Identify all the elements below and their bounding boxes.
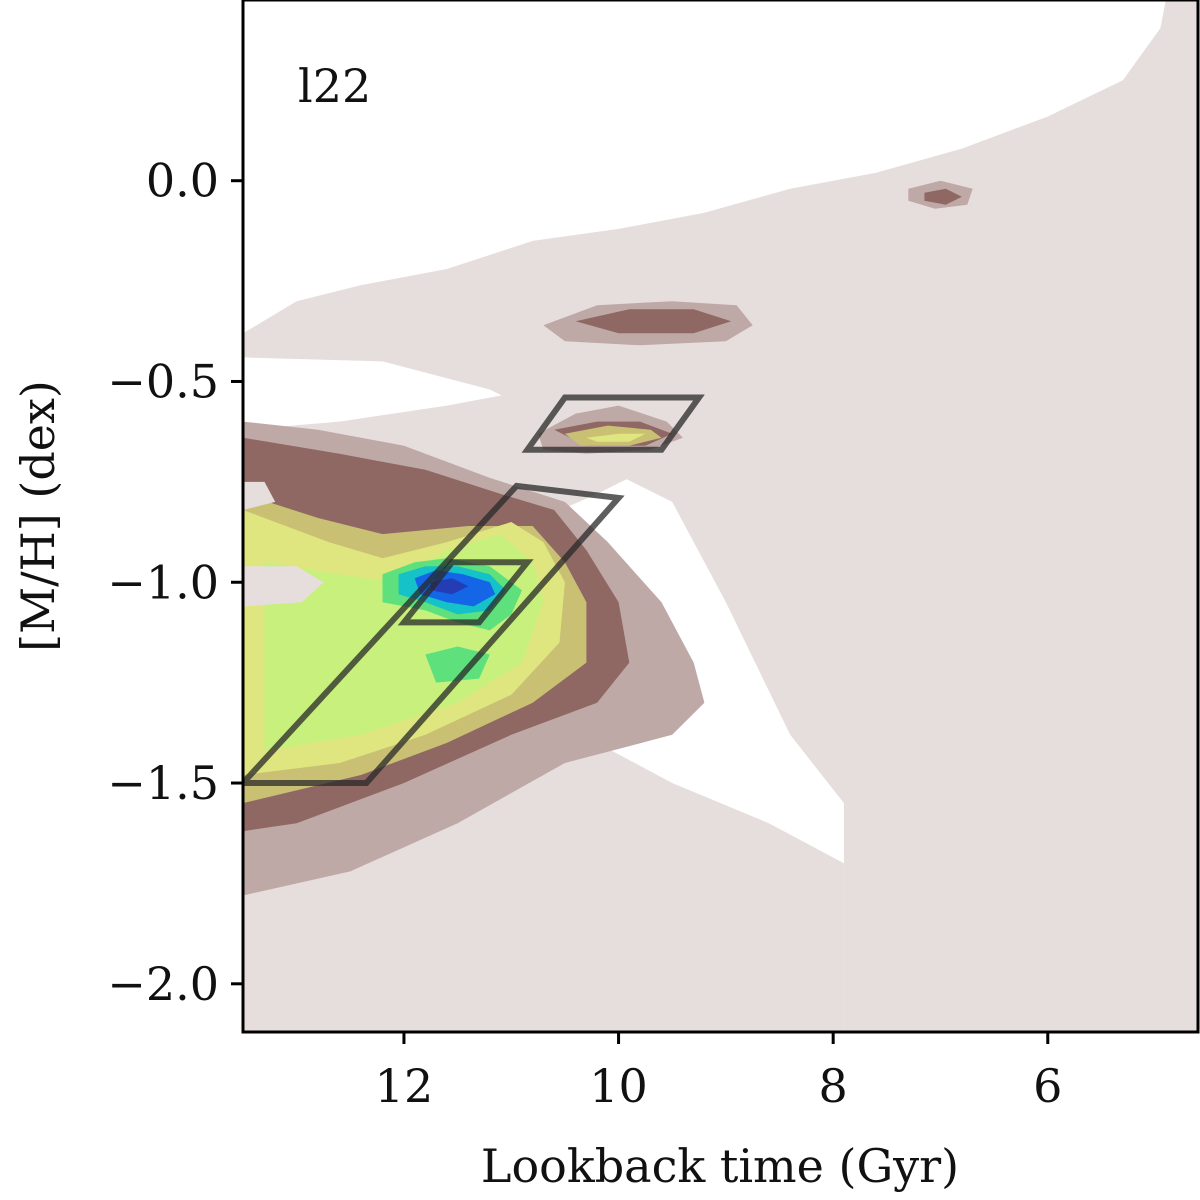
outline-box-1: [243, 482, 625, 786]
outline-box-2: [397, 559, 534, 626]
x-tick-label: 12: [375, 1059, 434, 1113]
panel-label: l22: [298, 59, 371, 113]
contour-region-level-10: [430, 578, 469, 595]
plot-frame: [241, 0, 1200, 1034]
y-tick-label: −0.5: [107, 354, 219, 408]
x-tick-label: 8: [819, 1059, 848, 1113]
y-axis: 0.0 −0.5 −1.0 −1.5 −2.0: [107, 154, 243, 1011]
contour-region-level-1: [243, 0, 1198, 1032]
x-axis: 12 10 8 6: [375, 1032, 1062, 1113]
contour-region-level-3: [575, 309, 732, 334]
x-axis-title: Lookback time (Gyr): [481, 1139, 959, 1193]
contour-region-level-1: [243, 566, 324, 607]
y-tick-label: −2.0: [107, 957, 219, 1011]
x-tick-label: 6: [1033, 1059, 1062, 1113]
contour-region-level-3: [924, 188, 962, 205]
contour-regions: [243, 0, 1198, 1032]
y-tick-label: −1.0: [107, 555, 219, 609]
y-axis-title: [M/H] (dex): [11, 380, 65, 652]
contour-region-level-5: [586, 433, 646, 442]
y-tick-label: −1.5: [107, 756, 219, 810]
x-tick-label: 10: [589, 1059, 648, 1113]
y-tick-label: 0.0: [146, 154, 219, 208]
outline-regions: [243, 394, 705, 786]
contour-region-level-7: [425, 646, 490, 683]
outline-box-3: [521, 394, 705, 453]
contour-region-level-1: [243, 481, 276, 510]
